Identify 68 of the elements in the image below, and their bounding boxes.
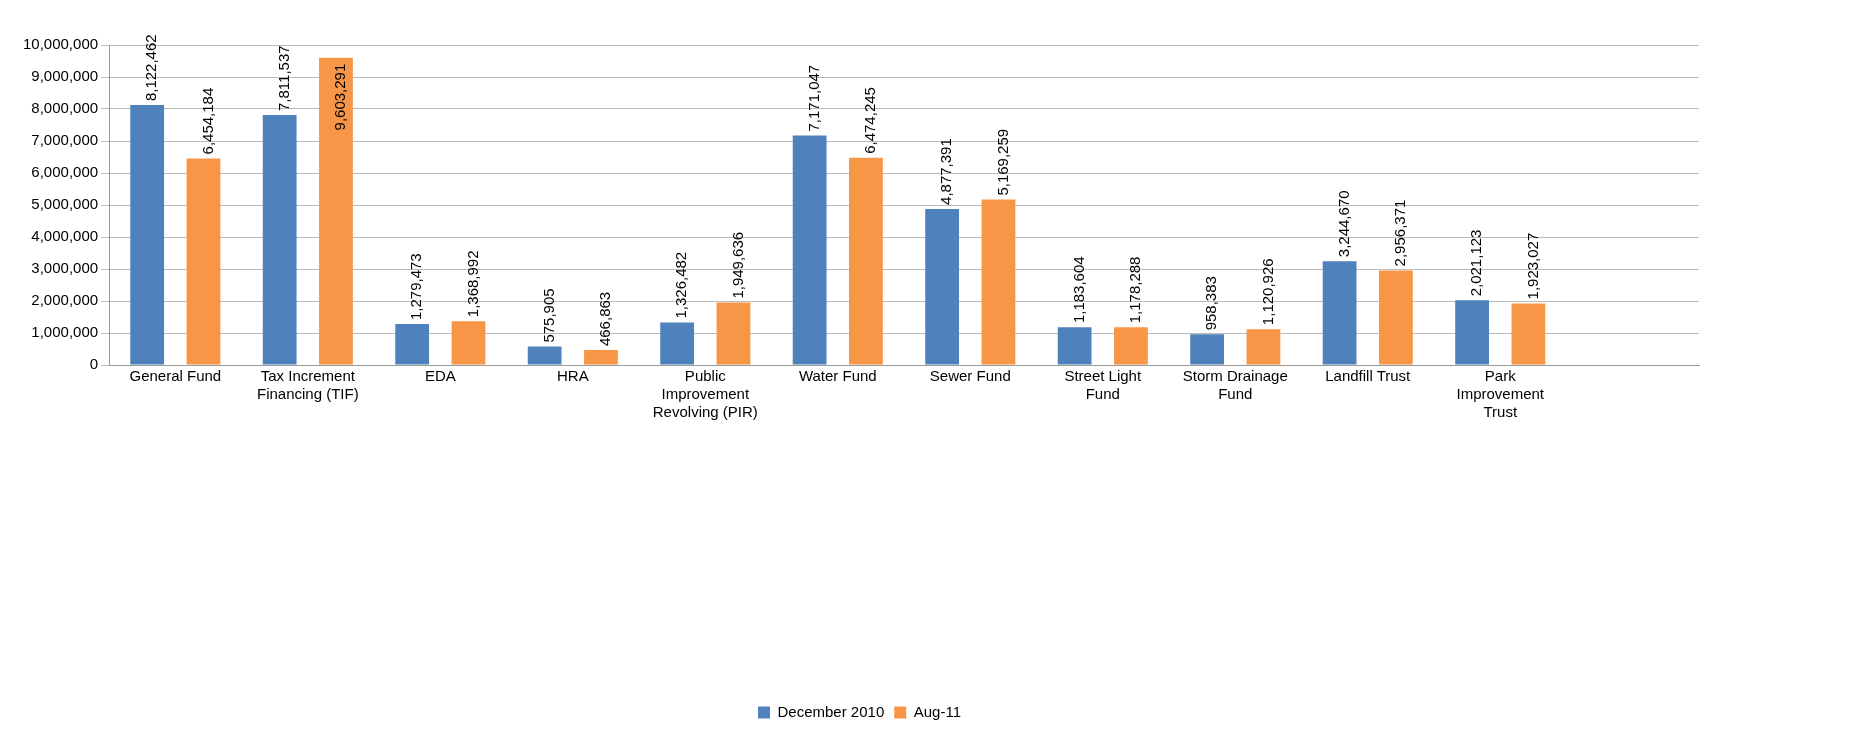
data-label: 7,171,047 [804, 64, 822, 132]
x-tick-label: Street Light Fund [1064, 367, 1142, 403]
x-tick-label: Water Fund [798, 367, 877, 385]
x-tick-label: Public Improvement Revolving (PIR) [652, 367, 758, 421]
data-label: 1,949,636 [728, 231, 746, 299]
data-label: 958,383 [1202, 276, 1220, 331]
bar [451, 321, 486, 365]
bar [981, 199, 1016, 365]
y-tick-label: 10,000,000 [23, 35, 99, 53]
x-tick-label: Sewer Fund [929, 367, 1011, 385]
bar [262, 115, 297, 365]
data-label: 466,863 [596, 291, 614, 347]
bar [1190, 334, 1225, 365]
data-label: 1,326,482 [672, 251, 690, 319]
y-tick-label: 2,000,000 [31, 291, 99, 309]
data-label: 1,178,288 [1126, 256, 1144, 324]
bar [584, 350, 618, 365]
data-label: 4,877,391 [937, 138, 955, 205]
bar [660, 322, 695, 365]
x-tick-label: EDA [424, 367, 456, 385]
x-tick-label: Park Improvement Trust [1456, 367, 1545, 421]
bar [319, 57, 353, 365]
bar [1455, 300, 1489, 365]
bar [130, 105, 165, 365]
legend-label: December 2010 [777, 702, 885, 720]
data-label: 575,905 [539, 288, 557, 343]
data-label: 1,183,604 [1069, 256, 1087, 324]
data-label: 2,021,123 [1467, 229, 1485, 297]
data-label: 2,956,371 [1391, 199, 1409, 267]
y-tick-label: 7,000,000 [31, 131, 99, 149]
data-label: 1,120,926 [1258, 258, 1276, 326]
bar [1114, 327, 1148, 365]
y-tick-label: 9,000,000 [31, 67, 99, 85]
x-tick-label: Landfill Trust [1325, 367, 1412, 385]
bar [849, 157, 883, 365]
legend-label: Aug-11 [913, 702, 961, 720]
data-label: 3,244,670 [1334, 190, 1352, 258]
y-tick-label: 8,000,000 [31, 99, 99, 117]
data-label: 6,454,184 [198, 87, 216, 155]
bar [527, 346, 562, 365]
bar [1379, 270, 1413, 365]
data-label: 5,169,259 [993, 128, 1011, 196]
bar [1511, 303, 1546, 365]
data-label: 1,279,473 [407, 253, 425, 321]
y-tick-label: 4,000,000 [31, 227, 99, 245]
y-tick-label: 1,000,000 [31, 323, 99, 341]
bar [1057, 327, 1092, 365]
y-tick-label: 5,000,000 [31, 195, 99, 213]
bar [792, 135, 827, 365]
bar [925, 208, 960, 365]
bar [186, 158, 221, 365]
bar [1322, 261, 1357, 365]
bar [1246, 329, 1281, 365]
bar [716, 302, 751, 365]
x-tick-label: Tax Increment Financing (TIF) [256, 367, 359, 403]
x-tick-label: HRA [556, 367, 589, 385]
y-tick-label: 0 [89, 355, 99, 373]
y-tick-label: 6,000,000 [31, 163, 99, 181]
bar [395, 324, 430, 365]
x-tick-label: Storm Drainage Fund [1182, 367, 1288, 403]
data-label: 1,923,027 [1523, 232, 1541, 300]
data-label: 8,122,462 [142, 34, 160, 102]
y-tick-label: 3,000,000 [31, 259, 99, 277]
data-label: 1,368,992 [463, 250, 481, 318]
data-label: 9,603,291 [331, 63, 349, 131]
data-label: 6,474,245 [861, 87, 879, 154]
data-label: 7,811,537 [274, 45, 292, 112]
x-tick-label: General Fund [129, 367, 222, 385]
